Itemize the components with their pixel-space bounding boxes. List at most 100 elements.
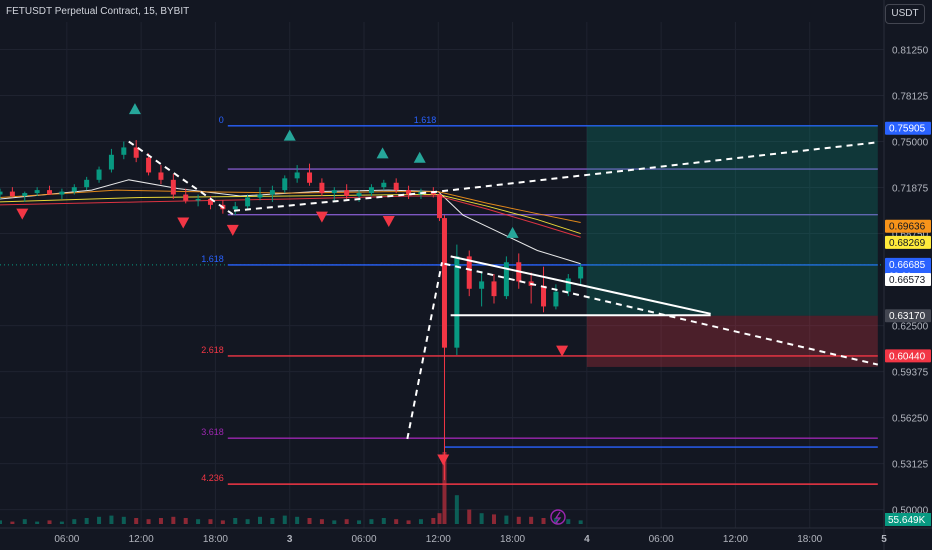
time-tick-label: 12:00 — [723, 534, 748, 545]
price-badge — [885, 349, 931, 363]
candle-body — [269, 190, 275, 195]
currency-button[interactable]: USDT — [885, 4, 925, 24]
moving-averages — [0, 179, 581, 265]
signal-up-icon — [283, 129, 296, 141]
price-badge — [885, 235, 931, 249]
price-badge-label: 0.75905 — [889, 124, 926, 135]
volume-bar — [369, 519, 374, 524]
volume-bar — [541, 518, 546, 524]
volume-bar — [437, 513, 442, 524]
candle-body — [207, 198, 213, 205]
time-tick-label: 18:00 — [500, 534, 525, 545]
time-tick-label: 3 — [287, 534, 293, 545]
volume-bar — [381, 518, 386, 524]
trendline — [406, 262, 443, 440]
volume-bar — [109, 515, 114, 524]
time-tick-label: 4 — [584, 534, 590, 545]
volume-bar — [431, 518, 436, 524]
candle-body — [356, 193, 362, 197]
time-tick-label: 06:00 — [649, 534, 674, 545]
price-badge — [885, 121, 931, 135]
price-badge-label: 0.66573 — [889, 275, 926, 286]
candle-body — [22, 193, 28, 197]
candle-body — [232, 206, 238, 210]
price-tick-label: 0.62500 — [892, 322, 929, 333]
candle-body — [34, 190, 40, 194]
candle-body — [307, 172, 313, 183]
candle-body — [479, 281, 485, 289]
candle-body — [183, 194, 189, 201]
candle-body — [0, 191, 3, 195]
volume-bar — [529, 516, 534, 524]
volume-bar — [307, 518, 312, 524]
volume-bar — [394, 519, 399, 524]
price-badge-label: 0.60440 — [889, 351, 926, 362]
volume-bar — [492, 514, 496, 524]
candle-body — [294, 172, 300, 179]
volume-bar — [196, 519, 201, 524]
volume-bar — [504, 515, 509, 524]
candlesticks — [0, 140, 584, 481]
volume-bar — [418, 519, 423, 524]
fib-level-label: 1.618 — [201, 254, 224, 264]
signal-down-icon — [315, 211, 328, 223]
price-tick-label: 0.68750 — [892, 230, 929, 241]
candle-body — [368, 187, 374, 194]
fib-level-label: 1.618 — [414, 115, 437, 125]
candle-body — [578, 266, 584, 279]
signal-down-icon — [16, 208, 29, 220]
volume-bar — [553, 518, 558, 524]
volume-bar — [134, 518, 139, 524]
position-target-zone — [586, 125, 878, 316]
moving-average-line — [0, 189, 581, 224]
price-tick-label: 0.59375 — [892, 368, 929, 379]
chart-title: FETUSDT Perpetual Contract, 15, BYBIT — [6, 6, 190, 17]
candle-body — [393, 182, 399, 191]
volume-bar — [47, 520, 52, 524]
signal-up-icon — [506, 226, 519, 238]
signal-up-icon — [376, 147, 389, 159]
volume-bar — [282, 515, 287, 524]
long-position-tool[interactable] — [586, 125, 878, 367]
trendlines[interactable] — [128, 140, 879, 440]
price-badge — [885, 272, 931, 286]
volume-bar — [220, 520, 225, 524]
volume-bar — [10, 521, 15, 524]
volume-bar — [171, 516, 176, 524]
moving-average-line — [0, 195, 581, 238]
volume-bar — [84, 518, 89, 524]
fib-level-label: 0 — [219, 115, 224, 125]
volume-bar — [22, 519, 27, 524]
signal-down-icon — [177, 217, 190, 229]
volume-bar — [146, 519, 151, 524]
volume-bar — [332, 520, 337, 524]
candle-body — [466, 256, 472, 289]
candle-body — [245, 197, 251, 207]
time-tick-label: 12:00 — [129, 534, 154, 545]
volume-bar — [97, 516, 102, 524]
volume-bar — [158, 518, 163, 524]
fib-level-label: 2.618 — [201, 345, 224, 355]
volume-bar — [258, 516, 262, 524]
candle-body — [170, 179, 176, 195]
time-tick-label: 18:00 — [797, 534, 822, 545]
candle-body — [59, 191, 65, 195]
volume-bar — [59, 521, 64, 524]
position-stop-zone — [586, 315, 878, 367]
volume-bar — [467, 509, 472, 524]
candle-body — [84, 179, 90, 188]
candle-body — [146, 157, 152, 173]
volume-bar — [208, 519, 213, 524]
candle-body — [565, 278, 571, 292]
volume-bar — [319, 519, 324, 524]
volume-badge — [885, 513, 931, 526]
candle-body — [541, 285, 547, 307]
trendline — [444, 262, 879, 366]
volume-bar — [578, 520, 583, 524]
time-tick-label: 06:00 — [54, 534, 79, 545]
candle-body — [331, 190, 337, 194]
price-tick-label: 0.78125 — [892, 92, 929, 103]
time-axis[interactable]: 06:00 12:00 18:00 3 06:00 12:00 18:00 4 06:00 12:… — [0, 527, 932, 545]
signal-down-icon — [437, 454, 450, 466]
